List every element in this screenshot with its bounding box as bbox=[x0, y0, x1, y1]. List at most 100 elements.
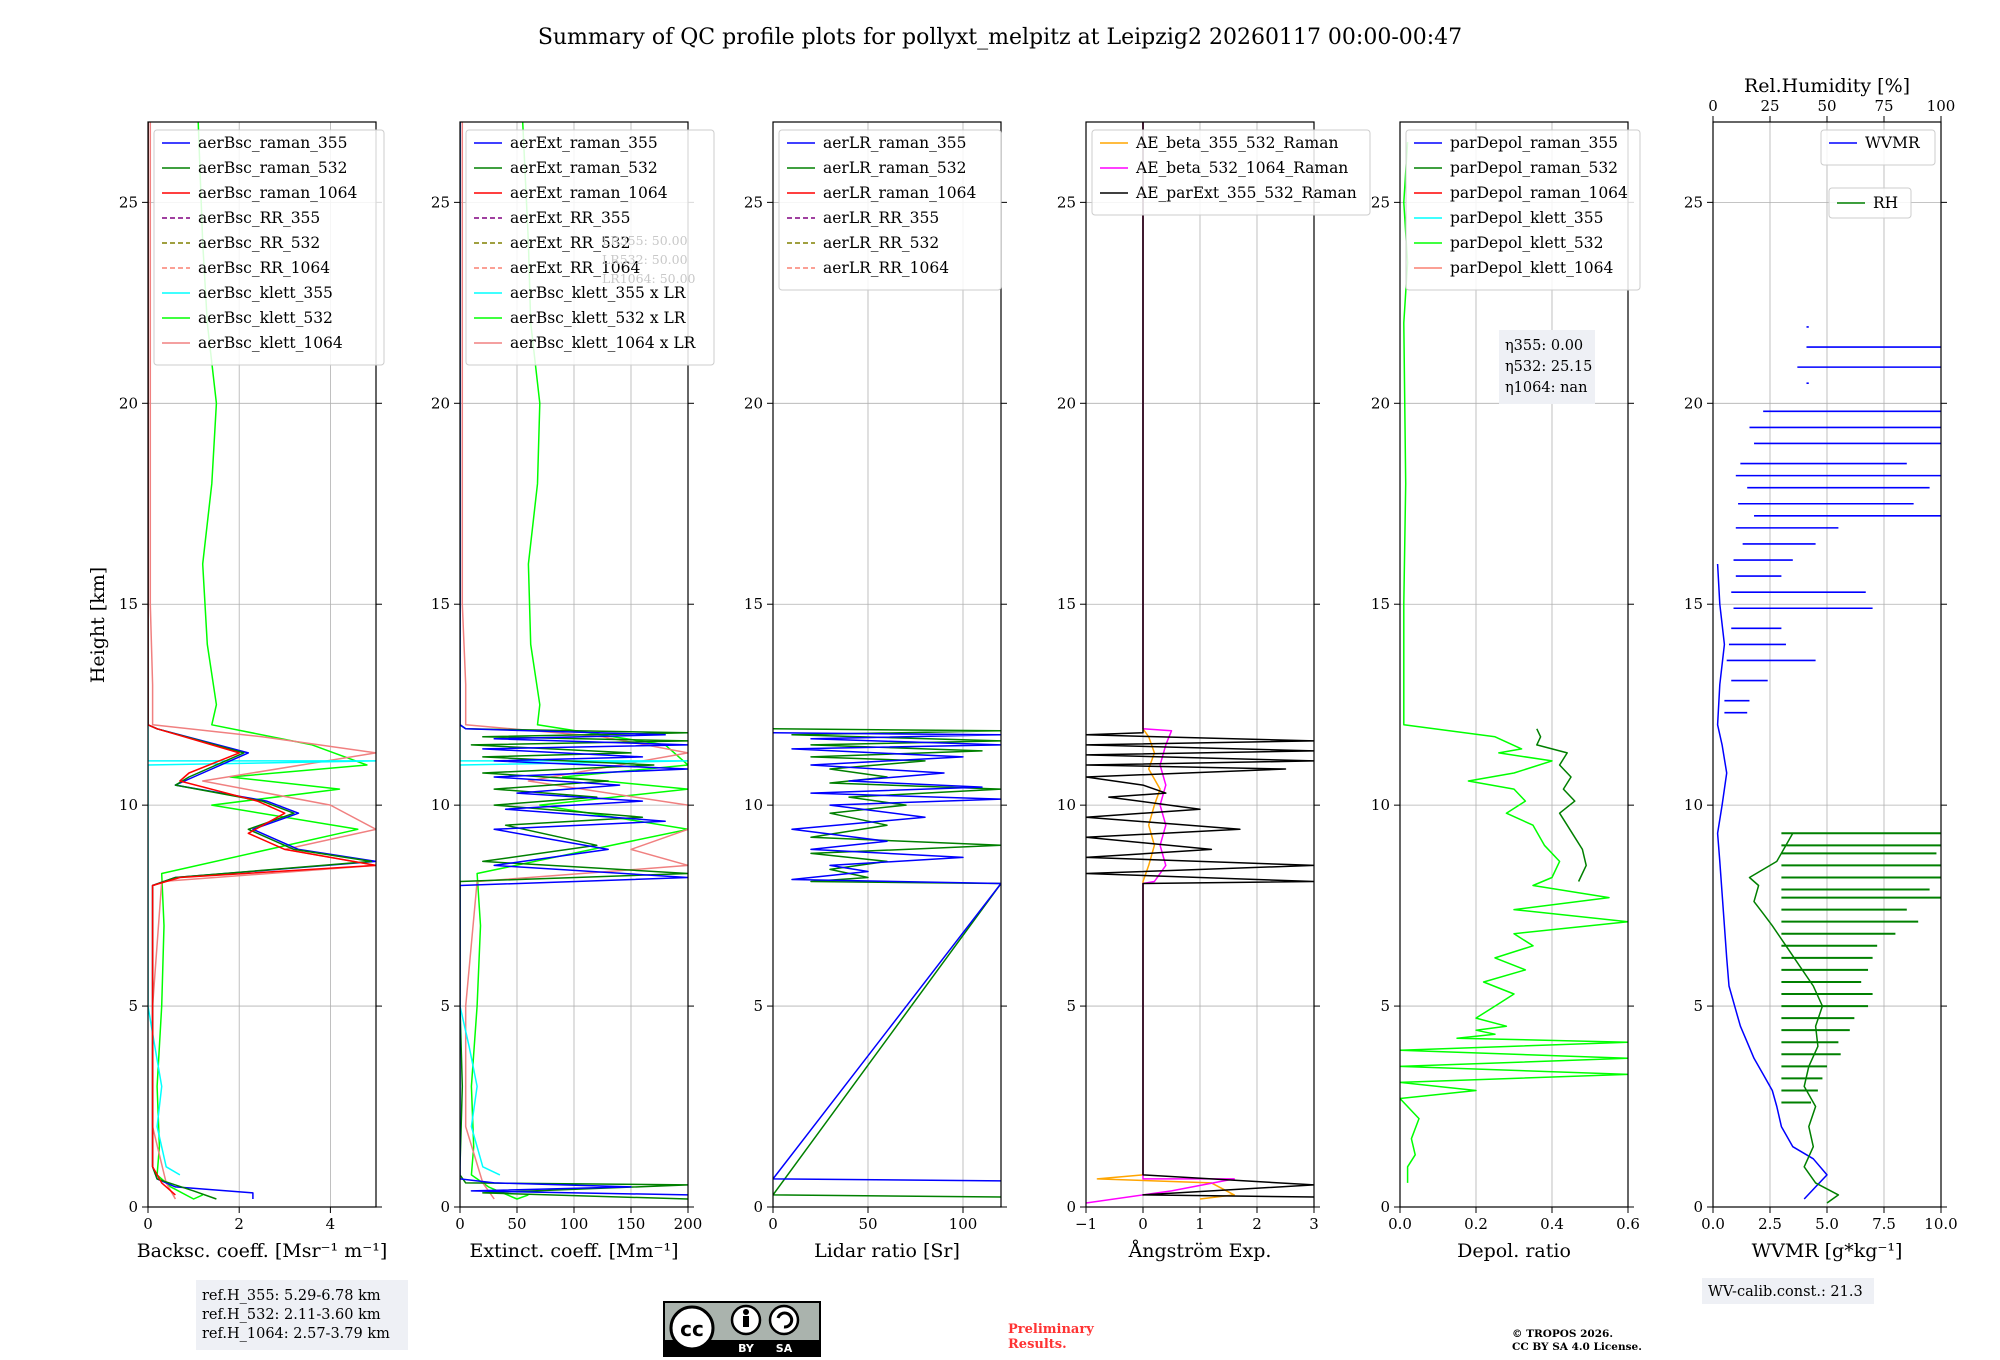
legend-label-ext-2: aerExt_raman_1064 bbox=[510, 184, 668, 202]
panel-wv: 0.0 2.5 5.0 7.5 10.0 0 5 10 15 20 25 WVMR [g*kg⁻¹] W… bbox=[1684, 75, 1958, 1262]
series-group-lr bbox=[773, 728, 1001, 1198]
y-tick-label-bsc-0: 0 bbox=[128, 1198, 138, 1216]
top-x-axis-label: Rel.Humidity [%] bbox=[1744, 75, 1910, 97]
x-tick-label-bsc-2: 4 bbox=[326, 1215, 336, 1233]
series-depol-0 bbox=[1400, 142, 1628, 1183]
y-tick-label-ae-0: 0 bbox=[1066, 1198, 1076, 1216]
legend-label-bsc-6: aerBsc_klett_355 bbox=[198, 284, 333, 302]
preliminary-line1: Preliminary bbox=[1008, 1322, 1094, 1337]
legend-box-ae bbox=[1091, 129, 1371, 216]
series-group-ext bbox=[460, 122, 688, 1200]
y-tick-label-depol-1: 5 bbox=[1380, 997, 1390, 1015]
cc-license-badge: cc BY SA bbox=[663, 1301, 821, 1357]
legend-label-ext-6: aerBsc_klett_355 x LR bbox=[510, 284, 687, 302]
y-tick-label-bsc-5: 25 bbox=[119, 193, 138, 211]
panel-depol: 0.0 0.2 0.4 0.6 0 5 10 15 20 25 Depol. ratio parDep… bbox=[1371, 121, 1641, 1262]
y-tick-label-lr-1: 5 bbox=[753, 997, 763, 1015]
y-tick-label-bsc-4: 20 bbox=[119, 394, 138, 412]
y-tick-label-depol-2: 10 bbox=[1371, 796, 1390, 814]
x-tick-label-depol-0: 0.0 bbox=[1388, 1215, 1412, 1233]
y-tick-label-depol-4: 20 bbox=[1371, 394, 1390, 412]
x-axis-label-ae: Ångström Exp. bbox=[1128, 1240, 1272, 1262]
y-tick-label-bsc-1: 5 bbox=[128, 997, 138, 1015]
y-axis-label: Height [km] bbox=[87, 567, 109, 683]
x-tick-label-ext-1: 50 bbox=[507, 1215, 526, 1233]
x-tick-label-depol-1: 0.2 bbox=[1464, 1215, 1488, 1233]
legend-label-ae-1: AE_beta_532_1064_Raman bbox=[1135, 159, 1348, 177]
ref-h-355: ref.H_355: 5.29-6.78 km bbox=[202, 1288, 381, 1304]
series-lr-1 bbox=[773, 732, 1001, 1182]
x-axis-label-ext: Extinct. coeff. [Mm⁻¹] bbox=[469, 1240, 678, 1262]
x-tick-label-ae-2: 1 bbox=[1195, 1215, 1205, 1233]
y-tick-label-lr-5: 25 bbox=[744, 193, 763, 211]
legend-label-ext-5: aerExt_RR_1064 bbox=[510, 259, 641, 277]
x-tick-label-wv-4: 10.0 bbox=[1924, 1215, 1957, 1233]
x-tick-label-ae-0: −1 bbox=[1075, 1215, 1097, 1233]
series-ae-1 bbox=[1086, 122, 1235, 1204]
legend-ae: AE_beta_355_532_Raman AE_beta_532_1064_Ra… bbox=[1091, 129, 1371, 216]
y-tick-label-ext-1: 5 bbox=[440, 997, 450, 1015]
y-tick-label-wv-3: 15 bbox=[1684, 595, 1703, 613]
faint-lr-label-0: LR355: 50.00 bbox=[602, 233, 688, 248]
x-tick-label-ext-0: 0 bbox=[455, 1215, 465, 1233]
series-ext-3 bbox=[460, 122, 688, 1200]
legend-label-ext-1: aerExt_raman_532 bbox=[510, 159, 658, 177]
y-tick-label-ext-3: 15 bbox=[431, 595, 450, 613]
series-ext-4 bbox=[460, 122, 688, 1196]
top-x-tick-label-3: 75 bbox=[1874, 97, 1893, 115]
wv-calib-label: WV-calib.const.: 21.3 bbox=[1708, 1284, 1863, 1300]
copyright-line2: CC BY SA 4.0 License. bbox=[1512, 1341, 1642, 1353]
legend-label-lr-0: aerLR_raman_355 bbox=[823, 134, 966, 152]
cc-by-label: BY bbox=[738, 1342, 755, 1355]
x-axis-label-lr: Lidar ratio [Sr] bbox=[814, 1240, 960, 1262]
legend-label-bsc-5: aerBsc_RR_1064 bbox=[198, 259, 330, 277]
legend-label-depol-4: parDepol_klett_532 bbox=[1450, 234, 1603, 252]
series-group-bsc bbox=[148, 122, 376, 1200]
x-tick-label-bsc-0: 0 bbox=[143, 1215, 153, 1233]
eta-box bbox=[1499, 330, 1595, 404]
legend-label-ext-8: aerBsc_klett_1064 x LR bbox=[510, 334, 697, 352]
preliminary-line2: Results. bbox=[1008, 1337, 1067, 1352]
legend-bsc: aerBsc_raman_355 aerBsc_raman_532 aerBsc_r… bbox=[153, 129, 385, 366]
x-tick-label-ae-4: 3 bbox=[1309, 1215, 1319, 1233]
x-tick-label-ext-4: 200 bbox=[674, 1215, 703, 1233]
legend-label-bsc-2: aerBsc_raman_1064 bbox=[198, 184, 358, 202]
panel-ext: 0 50 100 150 200 0 5 10 15 20 25 Extinct. coeff. [M… bbox=[431, 121, 715, 1262]
legend-label-depol-1: parDepol_raman_532 bbox=[1450, 159, 1618, 177]
eta-label-0: η355: 0.00 bbox=[1505, 338, 1583, 354]
series-ae-2 bbox=[1086, 122, 1314, 1198]
y-tick-label-bsc-3: 15 bbox=[119, 595, 138, 613]
wv-calib-box: WV-calib.const.: 21.3 bbox=[1702, 1278, 1874, 1304]
y-tick-label-ae-3: 15 bbox=[1057, 595, 1076, 613]
axes-frame-lr bbox=[772, 121, 1002, 1208]
legend-wv: WVMR RH bbox=[1820, 129, 1936, 219]
x-tick-label-lr-2: 100 bbox=[949, 1215, 978, 1233]
legend-label-lr-2: aerLR_raman_1064 bbox=[823, 184, 976, 202]
x-tick-label-ae-3: 2 bbox=[1252, 1215, 1262, 1233]
y-tick-label-lr-4: 20 bbox=[744, 394, 763, 412]
x-tick-label-ext-3: 150 bbox=[617, 1215, 646, 1233]
x-tick-label-lr-0: 0 bbox=[768, 1215, 778, 1233]
ref-h-532: ref.H_532: 2.11-3.60 km bbox=[202, 1307, 381, 1323]
series-wv-1 bbox=[1748, 832, 1840, 1204]
y-tick-label-ext-0: 0 bbox=[440, 1198, 450, 1216]
legend-label-bsc-8: aerBsc_klett_1064 bbox=[198, 334, 343, 352]
top-x-tick-label-0: 0 bbox=[1708, 97, 1718, 115]
x-tick-label-lr-1: 50 bbox=[858, 1215, 877, 1233]
x-tick-label-depol-3: 0.6 bbox=[1616, 1215, 1640, 1233]
ref-h-1064: ref.H_1064: 2.57-3.79 km bbox=[202, 1326, 390, 1342]
x-tick-label-wv-0: 0.0 bbox=[1701, 1215, 1725, 1233]
y-tick-label-lr-3: 15 bbox=[744, 595, 763, 613]
y-tick-label-ext-4: 20 bbox=[431, 394, 450, 412]
series-ae-0 bbox=[1096, 122, 1235, 1200]
y-tick-label-depol-0: 0 bbox=[1380, 1198, 1390, 1216]
legend-label-bsc-0: aerBsc_raman_355 bbox=[198, 134, 348, 152]
eta-label-1: η532: 25.15 bbox=[1505, 359, 1592, 375]
x-tick-label-ext-2: 100 bbox=[560, 1215, 589, 1233]
y-tick-label-depol-5: 25 bbox=[1371, 193, 1390, 211]
series-group-ae bbox=[1086, 122, 1314, 1204]
axes-frame-depol bbox=[1399, 121, 1629, 1208]
faint-lr-label-2: LR1064: 50.00 bbox=[602, 271, 696, 286]
